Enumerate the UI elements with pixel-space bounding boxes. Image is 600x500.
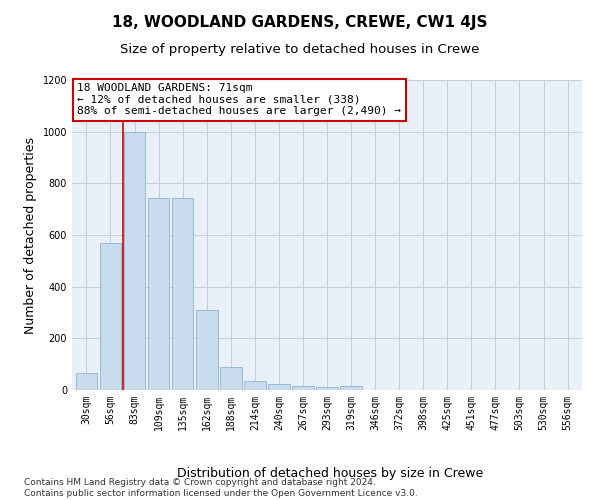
Text: Distribution of detached houses by size in Crewe: Distribution of detached houses by size … [177, 467, 483, 480]
Bar [268, 384, 290, 390]
Text: Contains HM Land Registry data © Crown copyright and database right 2024.
Contai: Contains HM Land Registry data © Crown c… [24, 478, 418, 498]
Bar [340, 386, 362, 390]
Text: 18 WOODLAND GARDENS: 71sqm
← 12% of detached houses are smaller (338)
88% of sem: 18 WOODLAND GARDENS: 71sqm ← 12% of deta… [77, 83, 401, 116]
Text: Size of property relative to detached houses in Crewe: Size of property relative to detached ho… [121, 42, 479, 56]
Bar [292, 386, 314, 390]
Bar [196, 310, 218, 390]
Bar [172, 198, 193, 390]
Text: 18, WOODLAND GARDENS, CREWE, CW1 4JS: 18, WOODLAND GARDENS, CREWE, CW1 4JS [112, 15, 488, 30]
Bar [316, 388, 338, 390]
Bar [244, 381, 266, 390]
Bar [220, 367, 242, 390]
Y-axis label: Number of detached properties: Number of detached properties [24, 136, 37, 334]
Bar [100, 243, 121, 390]
Bar [124, 132, 145, 390]
Bar [148, 198, 169, 390]
Bar [76, 373, 97, 390]
